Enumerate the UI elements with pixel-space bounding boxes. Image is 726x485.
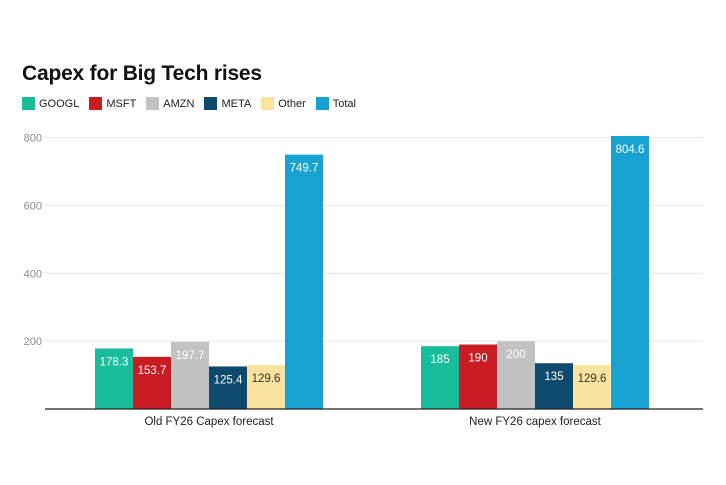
legend-label: Total xyxy=(332,97,356,110)
y-tick-label: 400 xyxy=(24,268,42,280)
bar-amzn xyxy=(171,341,209,409)
legend-label: AMZN xyxy=(163,97,195,110)
data-label: 197.7 xyxy=(176,350,205,362)
data-label: 129.6 xyxy=(252,373,281,385)
y-tick-label: 800 xyxy=(24,133,42,145)
legend-item-other: Other xyxy=(261,97,306,110)
data-label: 125.4 xyxy=(214,374,243,386)
legend-item-meta: META xyxy=(204,97,251,110)
legend-swatch xyxy=(204,97,218,110)
data-label: 190 xyxy=(468,353,487,365)
legend-label: Other xyxy=(278,97,306,110)
data-label: 178.3 xyxy=(100,357,129,369)
bar-meta xyxy=(535,363,573,409)
legend-item-msft: MSFT xyxy=(89,97,136,110)
bar-msft xyxy=(459,344,497,409)
legend-swatch xyxy=(315,97,329,110)
x-tick-label: New FY26 capex forecast xyxy=(469,416,601,428)
bar-amzn xyxy=(497,341,535,409)
bar-googl xyxy=(421,346,459,409)
legend-item-googl: GOOGL xyxy=(22,97,79,110)
data-label: 135 xyxy=(544,371,563,383)
data-label: 153.7 xyxy=(138,365,167,377)
legend-swatch xyxy=(89,97,103,110)
legend-label: META xyxy=(221,97,252,110)
bar-googl xyxy=(95,348,133,409)
legend-item-amzn: AMZN xyxy=(146,97,194,110)
legend-label: GOOGL xyxy=(39,97,80,110)
data-label: 129.6 xyxy=(578,373,607,385)
bar-other xyxy=(247,365,285,409)
bar-meta xyxy=(209,366,247,409)
bar-msft xyxy=(133,356,171,409)
bar-total xyxy=(285,154,323,409)
data-label: 804.6 xyxy=(616,144,645,156)
data-label: 200 xyxy=(506,349,525,361)
y-tick-label: 200 xyxy=(24,336,42,348)
legend-item-total: Total xyxy=(315,97,356,110)
legend-label: MSFT xyxy=(106,97,137,110)
y-tick-label: 600 xyxy=(24,200,42,212)
legend-swatch xyxy=(22,97,35,110)
legend-swatch xyxy=(261,97,275,110)
legend-swatch xyxy=(146,97,160,110)
bar-other xyxy=(573,365,611,409)
bar-total xyxy=(611,136,649,409)
data-label: 185 xyxy=(430,354,449,366)
legend: GOOGL MSFT AMZN META Other Total xyxy=(22,97,366,110)
data-label: 749.7 xyxy=(290,163,319,175)
chart-title: Capex for Big Tech rises xyxy=(22,62,262,85)
x-tick-label: Old FY26 Capex forecast xyxy=(144,416,274,428)
